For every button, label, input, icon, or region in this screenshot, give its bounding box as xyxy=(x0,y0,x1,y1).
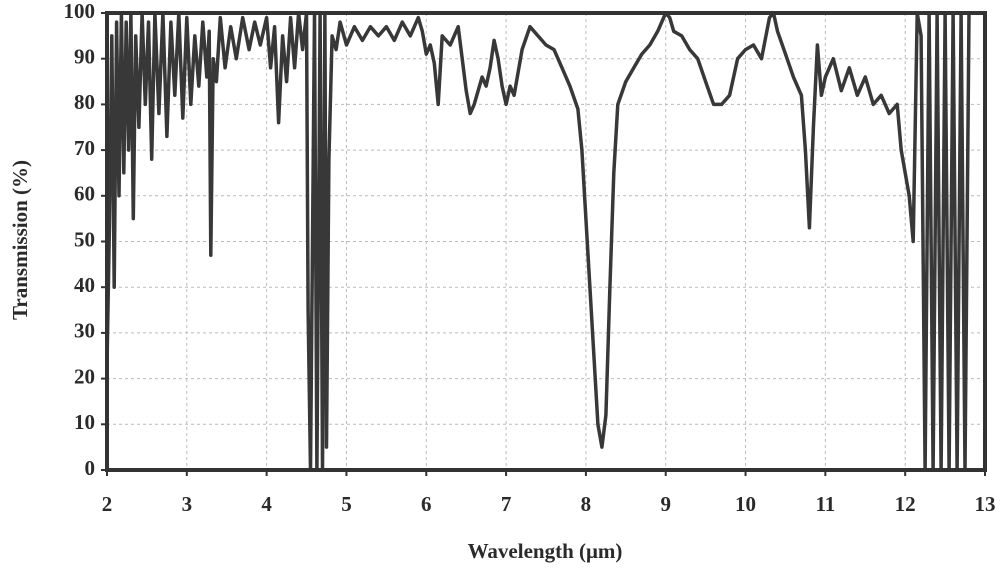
y-tick-label: 80 xyxy=(74,90,95,114)
x-tick-label: 2 xyxy=(102,492,113,516)
plot-frame xyxy=(105,11,987,472)
y-tick-label: 70 xyxy=(74,136,95,160)
x-tick-label: 6 xyxy=(421,492,432,516)
x-tick-label: 8 xyxy=(581,492,592,516)
y-tick-label: 60 xyxy=(74,182,95,206)
x-tick-label: 5 xyxy=(341,492,352,516)
y-tick-label: 90 xyxy=(74,45,95,69)
spectrum-line xyxy=(105,11,971,472)
y-tick-label: 100 xyxy=(64,0,96,23)
y-tick-label: 20 xyxy=(74,364,95,388)
x-tick-label: 10 xyxy=(735,492,756,516)
x-tick-label: 7 xyxy=(501,492,512,516)
y-tick-label: 50 xyxy=(74,227,95,251)
x-tick-label: 12 xyxy=(895,492,916,516)
x-tick-label: 11 xyxy=(815,492,835,516)
x-axis-label: Wavelength (μm) xyxy=(468,539,623,563)
x-tick-label: 4 xyxy=(261,492,272,516)
x-tick-label: 13 xyxy=(975,492,996,516)
x-tick-label: 3 xyxy=(182,492,193,516)
y-tick-label: 30 xyxy=(74,319,95,343)
y-tick-label: 0 xyxy=(85,456,96,480)
x-tick-label: 9 xyxy=(660,492,671,516)
y-axis-label: Transmission (%) xyxy=(8,160,32,320)
y-tick-label: 40 xyxy=(74,273,95,297)
y-tick-label: 10 xyxy=(74,410,95,434)
